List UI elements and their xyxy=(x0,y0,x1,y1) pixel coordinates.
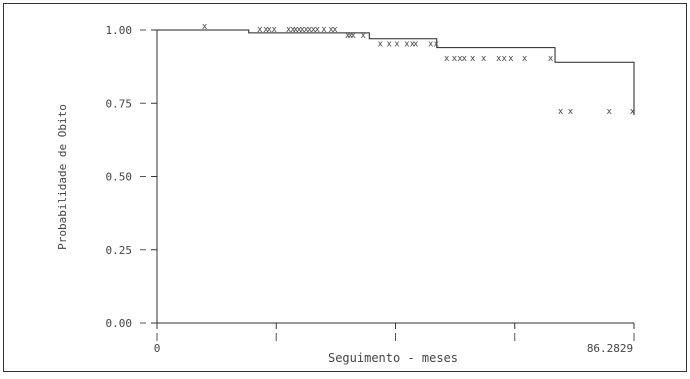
censor-mark: x xyxy=(558,107,564,117)
censor-mark: x xyxy=(428,40,434,50)
x-tick-label: 0 xyxy=(154,342,161,355)
x-axis-ticks: 0 86.2829 xyxy=(154,323,635,355)
censor-mark: x xyxy=(462,54,468,64)
censor-mark: x xyxy=(328,25,334,35)
censor-mark: x xyxy=(332,25,338,35)
censor-mark: x xyxy=(548,54,554,64)
censor-mark: x xyxy=(263,25,269,35)
censor-mark: x xyxy=(607,107,613,117)
censor-mark: x xyxy=(267,25,273,35)
censor-mark: x xyxy=(300,25,306,35)
censor-mark: x xyxy=(315,25,321,35)
censor-mark: x xyxy=(394,40,400,50)
censor-mark: x xyxy=(444,54,450,64)
censor-mark: x xyxy=(345,31,351,41)
censor-mark: x xyxy=(452,54,458,64)
censor-mark: x xyxy=(202,22,208,32)
y-tick-label: 1.00 xyxy=(106,24,133,37)
censor-mark: x xyxy=(410,40,416,50)
y-tick-label: 0.00 xyxy=(106,317,133,330)
censor-mark: x xyxy=(630,107,636,117)
x-tick-label: 86.2829 xyxy=(587,342,633,355)
y-tick-label: 0.50 xyxy=(106,171,133,184)
censor-mark: x xyxy=(360,31,366,41)
censor-mark: x xyxy=(496,54,502,64)
censor-mark: x xyxy=(257,25,263,35)
censor-mark: x xyxy=(351,31,357,41)
censor-mark: x xyxy=(433,40,439,50)
censor-mark: x xyxy=(271,25,277,35)
censor-mark: x xyxy=(286,25,292,35)
censor-mark: x xyxy=(304,25,310,35)
censor-mark: x xyxy=(568,107,574,117)
censor-mark: x xyxy=(311,25,317,35)
censor-mark: x xyxy=(321,25,327,35)
censor-mark: x xyxy=(481,54,487,64)
y-tick-label: 0.25 xyxy=(106,244,133,257)
censor-mark: x xyxy=(386,40,392,50)
censor-mark: x xyxy=(508,54,514,64)
censor-mark: x xyxy=(457,54,463,64)
censor-mark: x xyxy=(470,54,476,64)
chart-border xyxy=(3,3,687,372)
y-tick-label: 0.75 xyxy=(106,97,133,110)
censor-mark: x xyxy=(378,40,384,50)
censor-mark: x xyxy=(501,54,507,64)
censor-mark: x xyxy=(404,40,410,50)
y-axis-label: Probabilidade de Obito xyxy=(56,104,69,250)
censor-mark: x xyxy=(413,40,419,50)
censor-mark: x xyxy=(522,54,528,64)
censor-mark: x xyxy=(307,25,313,35)
y-axis-ticks: 0.00 0.25 0.50 0.75 1.00 xyxy=(106,24,157,330)
x-axis-label: Seguimento - meses xyxy=(328,351,458,365)
censor-mark: x xyxy=(348,31,354,41)
survival-step-curve xyxy=(157,29,635,115)
censor-mark: x xyxy=(296,25,302,35)
censor-mark: x xyxy=(290,25,296,35)
censor-mark: x xyxy=(293,25,299,35)
